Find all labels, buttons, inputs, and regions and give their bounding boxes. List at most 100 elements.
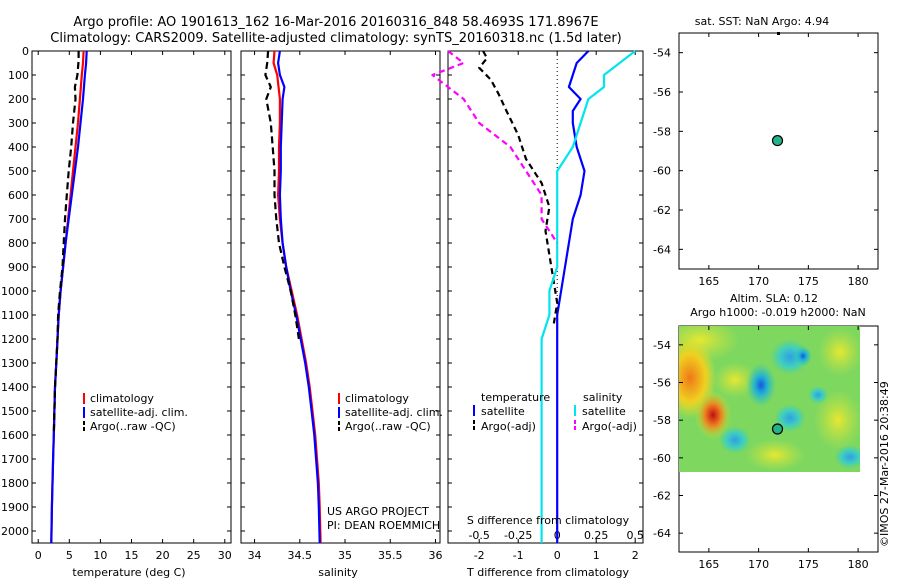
x-tick-label-S: 0.25: [584, 529, 609, 542]
sst-map-title: sat. SST: NaN Argo: 4.94: [695, 15, 829, 28]
series-line-argo-adj-: [478, 50, 559, 328]
legend-s-argo: Argo(-adj): [582, 420, 637, 433]
y-tick-label: -58: [653, 125, 671, 138]
y-tick-label: 1400: [1, 381, 29, 394]
y-tick-label: 400: [8, 141, 29, 154]
y-tick-label: 1900: [1, 501, 29, 514]
x-tick-label: 15: [125, 549, 139, 562]
y-tick-label: 500: [8, 165, 29, 178]
y-tick-label: 0: [22, 45, 29, 58]
y-tick-label: -60: [653, 452, 671, 465]
x-tick-label: 34.5: [288, 549, 313, 562]
x-tick-label: 20: [156, 549, 170, 562]
x-tick-label: 165: [698, 275, 719, 288]
temperature-profile-panel: 0100200300400500600700800900100011001200…: [1, 45, 232, 562]
x-tick-label-T: 1: [593, 549, 600, 562]
temperature-axis-label: temperature (deg C): [72, 566, 185, 579]
sla-map-panel: 165 170 175 180 -54 -56 -58 -60 -62 -64: [653, 326, 878, 571]
x-tick-label: 170: [748, 275, 769, 288]
y-tick-label: -54: [653, 47, 671, 60]
series-line-satellite: [556, 50, 590, 543]
y-tick-label: 800: [8, 237, 29, 250]
y-tick-label: -54: [653, 339, 671, 352]
argo-position-marker: [771, 134, 784, 147]
sla-heatmap-field: [679, 326, 860, 472]
legend-satellite-adj: satellite-adj. clim.: [345, 406, 443, 419]
x-tick-label: 35: [338, 549, 352, 562]
sst-map-panel: 165 170 175 180 -54 -56 -58 -60 -62 -64: [653, 32, 878, 288]
y-tick-label: 700: [8, 213, 29, 226]
y-tick-label: 1000: [1, 285, 29, 298]
difference-legend: temperature salinity satellite Argo(-adj…: [473, 391, 637, 433]
y-tick-label: 1300: [1, 357, 29, 370]
y-tick-label: -64: [653, 243, 671, 256]
x-tick-label-S: 0.5: [626, 529, 644, 542]
argo-position-marker: [771, 423, 784, 435]
legend-s-satellite: satellite: [582, 405, 626, 418]
y-tick-label: 900: [8, 261, 29, 274]
s-difference-axis-label: S difference from climatology: [467, 514, 630, 527]
y-tick-label: 1200: [1, 333, 29, 346]
x-tick-label-T: -2: [474, 549, 485, 562]
y-tick-label: 100: [8, 69, 29, 82]
imos-credit: ©IMOS 27-Mar-2016 20:38:49: [878, 381, 891, 547]
x-tick-label: 25: [187, 549, 201, 562]
x-tick-label-T: -1: [513, 549, 524, 562]
salinity-axis-label: salinity: [318, 566, 358, 579]
x-tick-label-T: 0: [554, 549, 561, 562]
pi-credit: PI: DEAN ROEMMICH: [327, 519, 440, 532]
t-difference-axis-label: T difference from climatology: [466, 566, 629, 579]
x-tick-label: 175: [798, 275, 819, 288]
x-tick-label: 30: [218, 549, 232, 562]
y-tick-label: -62: [653, 204, 671, 217]
project-credit: US ARGO PROJECT: [327, 505, 429, 518]
series-line-satellite-adj-clim-: [50, 50, 88, 544]
legend-climatology: climatology: [345, 392, 409, 405]
series-line-satellite: [540, 50, 636, 543]
x-tick-label-T: 2: [632, 549, 639, 562]
x-tick-label: 34: [248, 549, 262, 562]
x-tick-label: 5: [66, 549, 73, 562]
temperature-legend: climatology satellite-adj. clim. Argo(..…: [83, 392, 188, 433]
legend-argo: Argo(..raw -QC): [345, 420, 431, 433]
salinity-profile-panel: 34 34.5 35 35.5 36: [241, 50, 442, 562]
edge-marker: [777, 32, 780, 35]
figure-title-line1: Argo profile: AO 1901613_162 16-Mar-2016…: [73, 15, 598, 30]
sla-map-title-line2: Argo h1000: -0.019 h2000: NaN: [690, 306, 866, 319]
y-tick-label: -60: [653, 165, 671, 178]
sla-map-title-line1: Altim. SLA: 0.12: [730, 292, 818, 305]
x-tick-label: 35.5: [378, 549, 403, 562]
series-line-satellite-adj-clim-: [277, 50, 321, 544]
difference-panel-frame: [447, 50, 644, 544]
y-tick-label: 200: [8, 93, 29, 106]
x-tick-label: 180: [848, 558, 869, 571]
series-line-argo-adj-: [431, 50, 559, 244]
x-tick-label: 10: [93, 549, 107, 562]
y-tick-label: -62: [653, 490, 671, 503]
y-tick-label: -64: [653, 527, 671, 540]
y-tick-label: 1600: [1, 429, 29, 442]
legend-temperature-title: temperature: [481, 391, 550, 404]
sst-map-frame: [678, 32, 879, 270]
salinity-legend: climatology satellite-adj. clim. Argo(..…: [338, 392, 443, 433]
y-tick-label: 1500: [1, 405, 29, 418]
y-tick-label: -56: [653, 86, 671, 99]
x-tick-label: 170: [748, 558, 769, 571]
legend-t-argo: Argo(-adj): [481, 420, 536, 433]
series-line-argo-raw-qc-: [264, 50, 300, 340]
y-tick-label: 2000: [1, 525, 29, 538]
x-tick-label: 175: [798, 558, 819, 571]
series-line-argo-raw-qc-: [52, 51, 80, 436]
legend-climatology: climatology: [90, 392, 154, 405]
y-tick-label: 1700: [1, 453, 29, 466]
series-line-climatology: [50, 50, 85, 544]
x-tick-label-S: -0.25: [504, 529, 532, 542]
y-tick-label: 1100: [1, 309, 29, 322]
y-tick-label: 600: [8, 189, 29, 202]
y-tick-label: 1800: [1, 477, 29, 490]
legend-salinity-title: salinity: [583, 391, 623, 404]
x-tick-label: 180: [848, 275, 869, 288]
y-tick-label: -58: [653, 414, 671, 427]
